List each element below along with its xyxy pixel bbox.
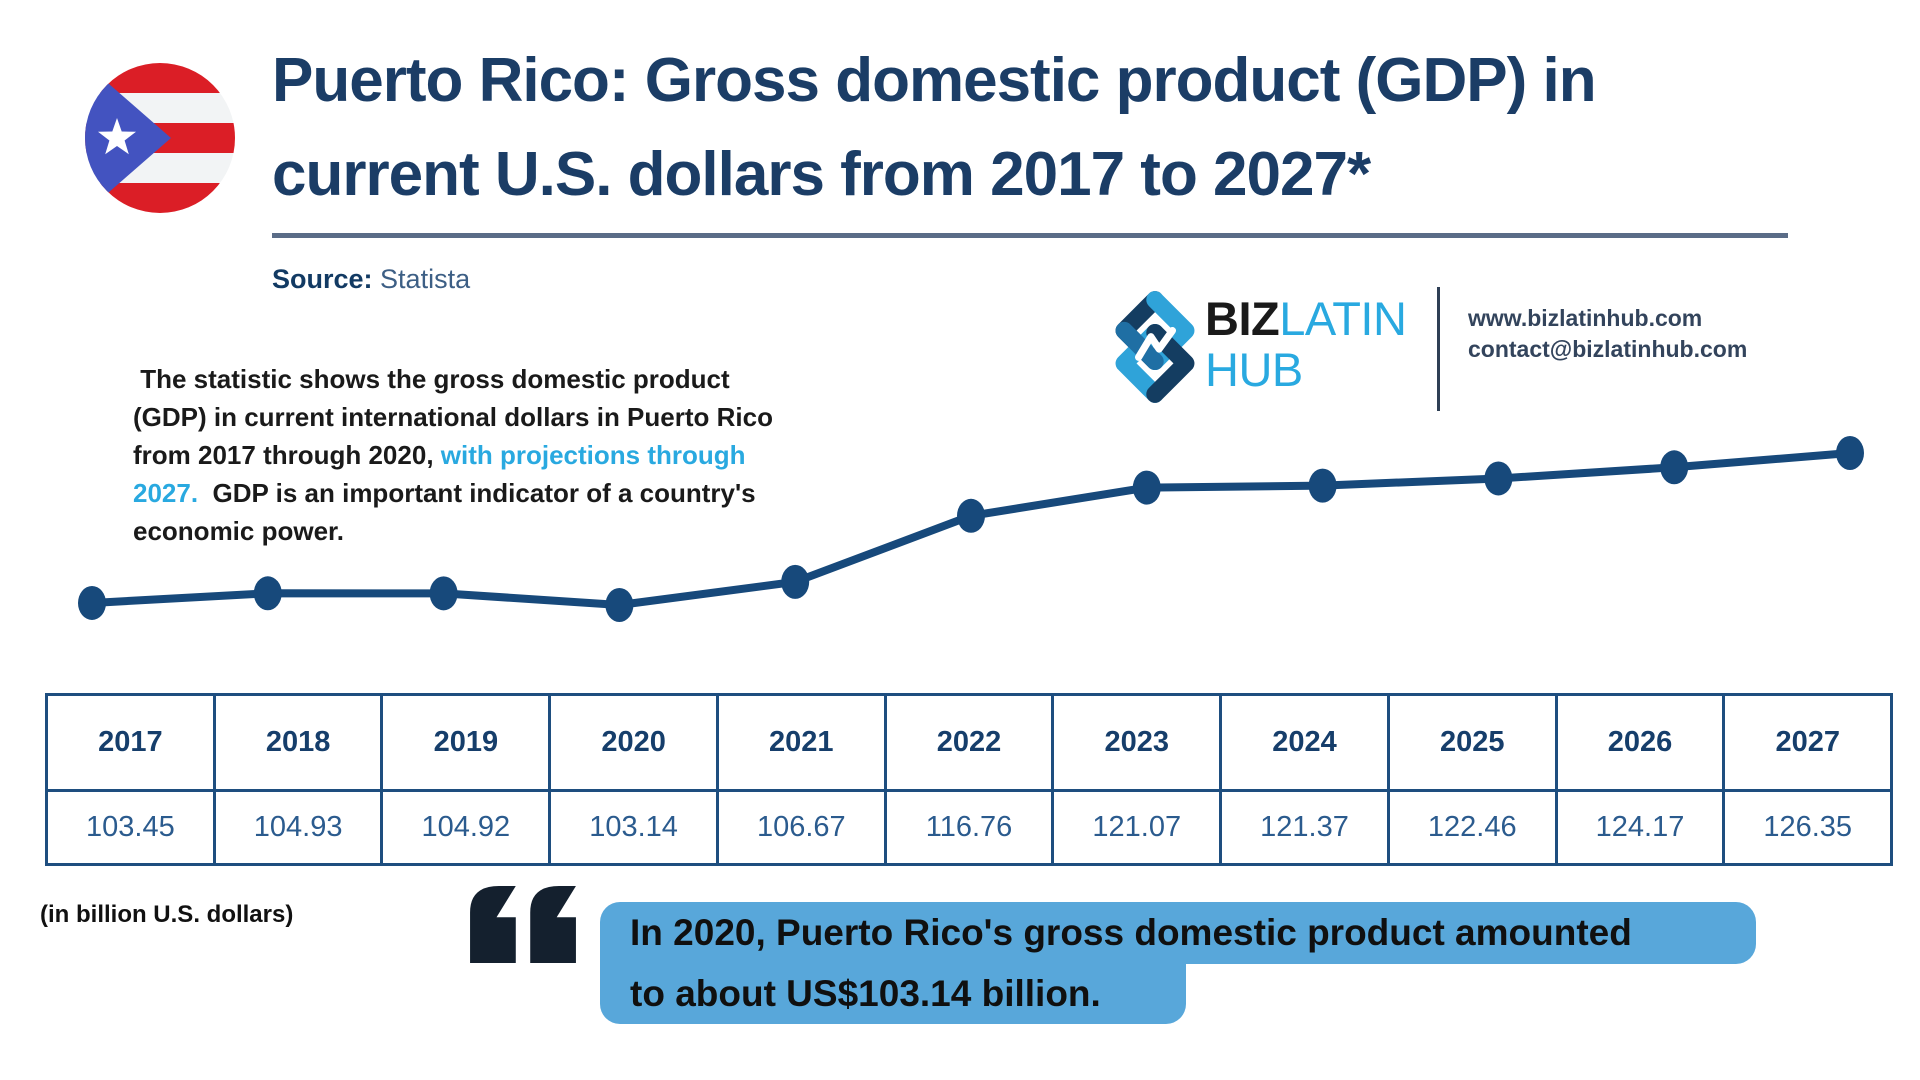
data-point-2022 (957, 498, 985, 533)
year-header-cell: 2022 (886, 696, 1052, 792)
wordmark-line-1: BIZLATIN (1205, 292, 1407, 345)
data-point-2021 (781, 564, 810, 599)
bizlatinhub-wordmark: BIZLATIN HUB (1205, 292, 1407, 396)
table-column: 2017 103.45 (48, 696, 216, 863)
value-cell: 126.35 (1763, 811, 1853, 843)
data-point-2024 (1308, 468, 1337, 503)
year-header-cell: 2017 (48, 696, 213, 792)
table-column: 2025 122.46 (1389, 696, 1558, 863)
wordmark-hub: HUB (1205, 343, 1303, 396)
bizlatinhub-logo-icon (1114, 288, 1196, 406)
data-point-2025 (1484, 461, 1513, 496)
quote-highlight-line-2: to about US$103.14 billion. (600, 964, 1186, 1024)
data-point-2026 (1660, 450, 1689, 485)
source-line: Source: Statista (272, 264, 470, 295)
title-divider (272, 233, 1788, 238)
year-header-cell: 2023 (1054, 696, 1220, 792)
table-column: 2027 126.35 (1725, 696, 1891, 863)
quote-highlight-line-1: In 2020, Puerto Rico's gross domestic pr… (600, 902, 1756, 964)
year-header-cell: 2018 (215, 696, 381, 792)
table-column: 2024 121.37 (1222, 696, 1390, 863)
table-column: 2026 124.17 (1557, 696, 1726, 863)
year-header-cell: 2020 (551, 696, 716, 792)
year-header-cell: 2024 (1222, 696, 1387, 792)
value-cell: 106.67 (756, 811, 846, 843)
unit-note: (in billion U.S. dollars) (40, 901, 294, 928)
gdp-table: 2017 103.45 2018 104.93 2019 104.92 2020 103.14… (45, 693, 1893, 866)
table-column: 2022 116.76 (886, 696, 1055, 863)
data-point-2020 (605, 588, 634, 622)
table-column: 2023 121.07 (1054, 696, 1223, 863)
year-header-cell: 2019 (383, 696, 549, 792)
description-paragraph: The statistic shows the gross domestic p… (133, 360, 783, 550)
data-point-2027 (1836, 435, 1864, 470)
year-header-cell: 2027 (1725, 696, 1891, 792)
data-point-2023 (1132, 470, 1161, 505)
description-text: The statistic shows the gross domestic p… (133, 364, 781, 470)
logo-contact-divider (1437, 287, 1440, 411)
table-column: 2020 103.14 (551, 696, 719, 863)
value-cell: 104.93 (253, 811, 343, 843)
year-header-cell: 2026 (1557, 696, 1723, 792)
contact-block: www.bizlatinhub.com contact@bizlatinhub.… (1468, 303, 1747, 365)
year-header-cell: 2025 (1389, 696, 1555, 792)
email-link[interactable]: contact@bizlatinhub.com (1468, 336, 1748, 362)
description-accent-text: with projections through 2027. (133, 440, 753, 508)
value-cell: 124.17 (1595, 811, 1685, 843)
table-column: 2021 106.67 (718, 696, 887, 863)
source-label: Source: (272, 264, 373, 294)
table-column: 2019 104.92 (383, 696, 552, 863)
double-quote-icon (470, 886, 576, 963)
website-link[interactable]: www.bizlatinhub.com (1468, 305, 1703, 331)
page-title: Puerto Rico: Gross domestic product (GDP… (272, 46, 1597, 209)
value-cell: 103.45 (86, 811, 175, 843)
gdp-line-chart (78, 435, 1864, 622)
value-cell: 121.37 (1260, 811, 1349, 843)
table-column: 2018 104.93 (215, 696, 384, 863)
year-header-cell: 2021 (718, 696, 884, 792)
value-cell: 104.92 (421, 811, 511, 843)
source-value: Statista (380, 264, 471, 294)
value-cell: 121.07 (1092, 811, 1182, 843)
data-point-2019 (429, 576, 458, 611)
puerto-rico-flag-icon (85, 63, 235, 213)
value-cell: 103.14 (589, 811, 678, 843)
value-cell: 116.76 (925, 811, 1013, 843)
description-text: GDP is an important indicator of a count… (133, 478, 763, 546)
data-point-2017 (78, 585, 106, 620)
value-cell: 122.46 (1427, 811, 1517, 843)
data-point-2018 (253, 576, 282, 611)
wordmark-latin: LATIN (1279, 292, 1407, 345)
wordmark-biz: BIZ (1205, 292, 1280, 345)
